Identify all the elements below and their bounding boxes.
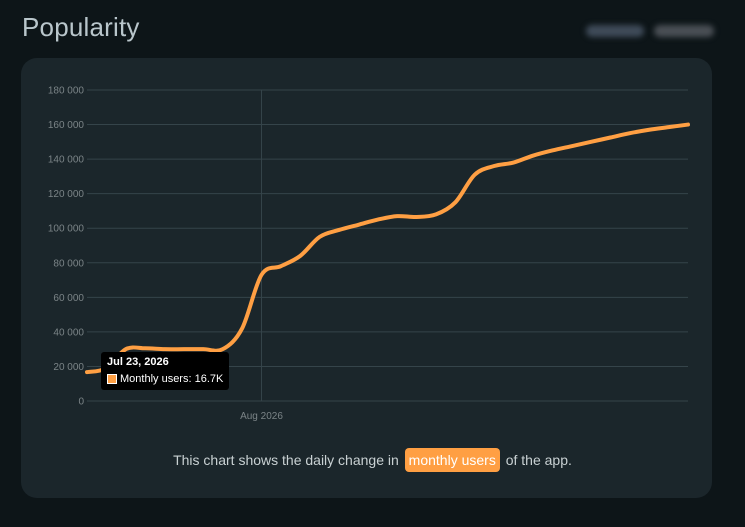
y-tick-label: 160 000 <box>48 120 85 131</box>
y-tick-label: 40 000 <box>53 327 84 338</box>
chart-caption: This chart shows the daily change in mon… <box>0 448 745 472</box>
tooltip-row: Monthly users: 16.7K <box>107 373 223 385</box>
chart-card <box>21 58 712 498</box>
x-tick-label: Aug 2026 <box>240 411 283 422</box>
y-tick-label: 100 000 <box>48 224 85 235</box>
monthly-users-series-line[interactable] <box>85 122 690 375</box>
tooltip-date: Jul 23, 2026 <box>107 356 169 368</box>
caption-text-after: of the app. <box>501 452 572 468</box>
y-tick-label: 20 000 <box>53 362 84 373</box>
caption-text-before: This chart shows the daily change in <box>173 452 403 468</box>
chart-tooltip: Jul 23, 2026 Monthly users: 16.7K <box>101 352 230 390</box>
redacted-blob <box>586 25 644 37</box>
tooltip-series-value: Monthly users: 16.7K <box>120 373 224 385</box>
y-axis-tick-labels: 0 20 000 40 000 60 000 80 000 100 000 120 000 1… <box>48 86 85 408</box>
series-color-swatch <box>107 374 117 384</box>
y-tick-label: 180 000 <box>48 86 85 97</box>
page-title: Popularity <box>22 12 140 42</box>
caption-highlight: monthly users <box>404 448 500 472</box>
redacted-badge <box>586 22 718 40</box>
horizontal-gridlines <box>87 89 688 402</box>
y-tick-label: 120 000 <box>48 189 85 200</box>
y-tick-label: 80 000 <box>53 258 84 269</box>
redacted-blob <box>654 25 714 37</box>
x-axis-tick-labels: Aug 2026 <box>240 411 283 422</box>
series-group <box>85 122 690 375</box>
y-tick-label: 60 000 <box>53 293 84 304</box>
y-tick-label: 140 000 <box>48 155 85 166</box>
y-tick-label: 0 <box>78 397 84 408</box>
